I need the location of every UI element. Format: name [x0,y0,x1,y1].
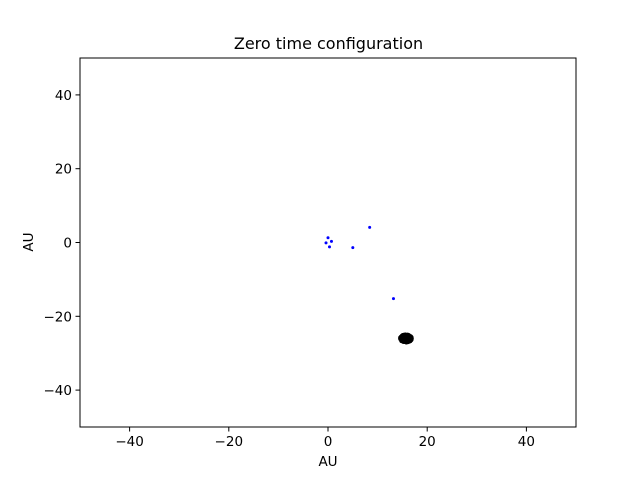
series-1 [398,332,414,345]
chart-title: Zero time configuration [234,34,423,53]
data-point [327,245,331,249]
x-tick-label: −20 [215,434,244,450]
data-point [391,297,395,301]
data-point [329,239,333,243]
plot-frame [79,57,577,428]
x-axis: −40 −20 0 20 40 [115,427,535,450]
y-tick-label: 0 [63,236,72,252]
y-tick-label: −40 [44,383,73,399]
y-tick-label: −20 [44,309,73,325]
cluster-point [407,334,411,338]
data-point [368,225,372,229]
cluster-point [409,337,413,341]
y-axis-label: AU [21,232,37,251]
data-point [351,246,355,250]
y-tick-label: 40 [55,88,72,104]
cluster-point [403,340,407,344]
x-tick-label: 20 [419,434,436,450]
series-0 [324,225,395,301]
x-tick-label: −40 [115,434,144,450]
cluster-point [400,338,404,342]
y-axis: −40 −20 0 20 40 [44,88,80,399]
x-tick-label: 40 [518,434,535,450]
x-axis-label: AU [318,454,337,470]
cluster-point [405,340,409,344]
y-tick-label: 20 [55,162,72,178]
data-point [324,241,328,245]
cluster-point [405,333,409,338]
plot-area [79,57,577,428]
data-point [326,236,330,240]
x-tick-label: 0 [324,434,333,450]
